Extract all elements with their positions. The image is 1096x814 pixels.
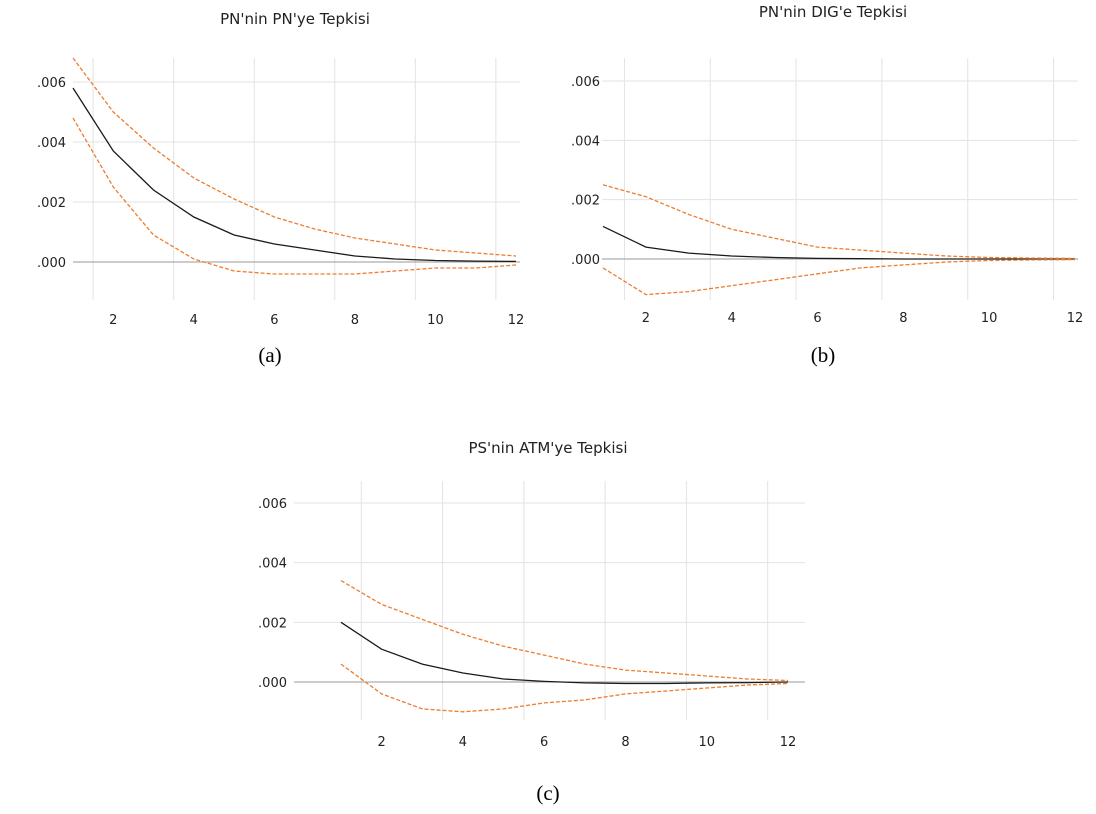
x-tick-label-b-10: 10 [981,311,998,326]
confidence-upper-band-c [340,580,789,682]
panel-a: PN'nin PN'ye Tepkisi .000 .002 .004 .006 2 4 6… [37,10,524,367]
x-tick-label-c-12: 12 [780,735,797,750]
y-tick-label-a-1: .002 [37,196,66,211]
confidence-lower-band-a [72,117,517,275]
y-tick-label-c-0: .000 [258,676,287,691]
confidence-lower-band-b [602,258,1076,296]
caption-b: (b) [811,343,836,367]
y-tick-label-c-2: .004 [258,557,287,572]
x-tick-label-b-8: 8 [899,311,907,326]
confidence-lower-band-c [340,663,789,713]
y-tick-label-b-1: .002 [571,194,600,209]
y-tick-label-a-3: .006 [37,76,66,91]
x-tick-label-a-8: 8 [351,313,359,328]
chart-title-a: PN'nin PN'ye Tepkisi [220,10,370,28]
x-tick-label-b-12: 12 [1067,311,1084,326]
caption-a: (a) [258,343,281,367]
y-tick-label-b-3: .006 [571,75,600,90]
x-tick-label-c-6: 6 [540,735,548,750]
y-tick-label-a-2: .004 [37,136,66,151]
panel-b: PN'nin DIG'e Tepkisi .000 .002 .004 .006 2 4 6… [571,3,1083,367]
response-line-c [340,621,789,685]
x-tick-label-a-12: 12 [508,313,525,328]
y-tick-label-c-1: .002 [258,616,287,631]
x-tick-label-c-2: 2 [377,735,385,750]
response-line-a [72,87,517,263]
chart-title-c: PS'nin ATM'ye Tepkisi [468,439,627,457]
y-tick-label-b-0: .000 [571,253,600,268]
y-tick-label-a-0: .000 [37,256,66,271]
x-tick-label-b-6: 6 [813,311,821,326]
x-tick-label-c-10: 10 [698,735,715,750]
y-tick-label-c-3: .006 [258,497,287,512]
caption-c: (c) [536,781,559,805]
x-tick-label-b-4: 4 [728,311,736,326]
confidence-upper-band-b [602,184,1076,260]
panel-c: PS'nin ATM'ye Tepkisi .000 .002 .004 .006 2 4… [258,439,805,805]
x-tick-label-a-2: 2 [109,313,117,328]
x-tick-label-a-4: 4 [190,313,198,328]
x-tick-label-a-10: 10 [427,313,444,328]
x-tick-label-c-8: 8 [621,735,629,750]
chart-title-b: PN'nin DIG'e Tepkisi [759,3,907,21]
confidence-upper-band-a [72,57,517,257]
x-tick-label-c-4: 4 [459,735,467,750]
response-line-b [602,225,1075,260]
x-tick-label-b-2: 2 [642,311,650,326]
x-tick-label-a-6: 6 [270,313,278,328]
y-tick-label-b-2: .004 [571,134,600,149]
